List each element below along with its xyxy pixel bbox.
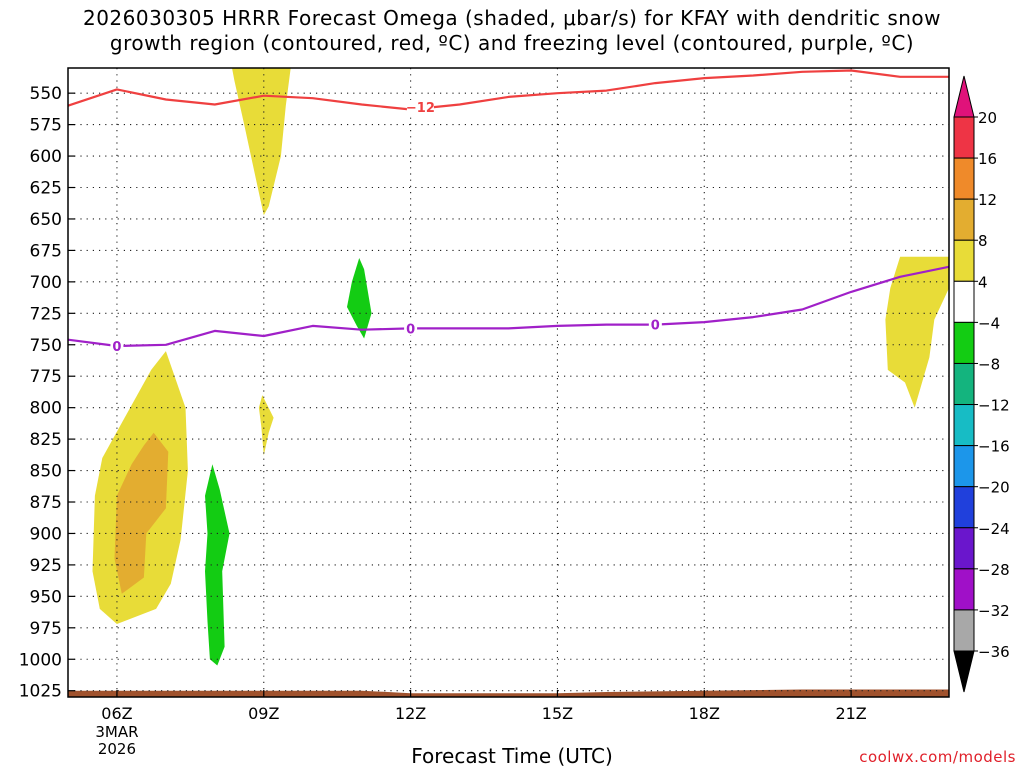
x-tick-label-21Z: 21Z	[835, 704, 866, 723]
contour-label-1-1: −12	[406, 101, 435, 116]
y-tick-label-950: 950	[30, 587, 62, 607]
x-tick-label-15Z: 15Z	[542, 704, 573, 723]
y-tick-label-925: 925	[30, 556, 62, 576]
colorbar-swatch-2	[954, 158, 974, 199]
time-height-chart: −12 0 0 0 550 575 600 625 650 675 700 725 750 775 800…	[0, 0, 1024, 768]
y-tick-label-600: 600	[30, 147, 62, 167]
y-tick-label-625: 625	[30, 179, 62, 199]
grid-layer	[68, 68, 949, 697]
colorbar-swatch-1	[954, 117, 974, 158]
colorbar-swatch-11	[954, 528, 974, 569]
y-axis: 550 575 600 625 650 675 700 725 750 775 800 825 850 8…	[19, 84, 75, 702]
colorbar-swatch-9	[954, 446, 974, 487]
contour-label-2-1: 0	[112, 340, 121, 355]
omega-region-6	[347, 258, 372, 339]
y-tick-label-1025: 1025	[19, 682, 62, 702]
y-tick-label-825: 825	[30, 430, 62, 450]
colorbar-label-3: 12	[978, 191, 997, 209]
omega-region-1	[232, 68, 291, 215]
colorbar-swatch-12	[954, 569, 974, 610]
colorbar-label-9: −16	[978, 438, 1010, 456]
contour-line-2	[68, 267, 949, 346]
colorbar-label-2: 16	[978, 150, 997, 168]
contour-label-2-3: 0	[651, 319, 660, 334]
contour-line-1	[68, 71, 949, 110]
colorbar-label-7: −8	[978, 355, 1000, 373]
x-tick-label-06Z: 06Z	[101, 704, 132, 723]
y-tick-label-650: 650	[30, 210, 62, 230]
colorbar-swatch-13	[954, 610, 974, 651]
x-tick-label-12Z: 12Z	[395, 704, 426, 723]
colorbar-bottom-arrow	[954, 651, 974, 692]
contour-label-2-2: 0	[406, 322, 415, 337]
colorbar-label-4: 8	[978, 232, 988, 250]
colorbar-label-11: −24	[978, 520, 1010, 538]
y-tick-label-725: 725	[30, 304, 62, 324]
y-tick-label-800: 800	[30, 399, 62, 419]
omega-region-4	[259, 395, 274, 455]
colorbar-swatch-10	[954, 487, 974, 528]
y-tick-label-550: 550	[30, 84, 62, 104]
colorbar-label-6: −4	[978, 314, 1000, 332]
colorbar: 20 16 12 8 4 −4 −8 −12 −16 −20 −24 −28 −32 −36	[954, 76, 1010, 692]
x-tick-label-09Z: 09Z	[248, 704, 279, 723]
y-tick-label-900: 900	[30, 524, 62, 544]
y-tick-label-675: 675	[30, 241, 62, 261]
y-tick-label-1000: 1000	[19, 650, 62, 670]
y-tick-label-850: 850	[30, 462, 62, 482]
colorbar-label-14: −36	[978, 643, 1010, 661]
omega-shading-layer	[93, 68, 950, 666]
colorbar-swatch-5	[954, 281, 974, 322]
colorbar-label-5: 4	[978, 273, 988, 291]
colorbar-label-10: −20	[978, 479, 1010, 497]
y-tick-label-575: 575	[30, 116, 62, 136]
contour-layer: −12 0 0 0	[68, 71, 949, 356]
colorbar-swatch-6	[954, 322, 974, 363]
y-tick-label-975: 975	[30, 619, 62, 639]
x-tick-sublabel-1: 3MAR	[95, 723, 138, 741]
plot-frame	[68, 68, 949, 697]
y-tick-label-700: 700	[30, 273, 62, 293]
colorbar-top-arrow	[954, 76, 974, 117]
y-tick-label-875: 875	[30, 493, 62, 513]
colorbar-swatch-3	[954, 199, 974, 240]
colorbar-label-12: −28	[978, 561, 1010, 579]
colorbar-label-1: 20	[978, 109, 997, 127]
y-tick-label-775: 775	[30, 367, 62, 387]
site-credit: coolwx.com/models	[859, 748, 1016, 766]
colorbar-swatch-8	[954, 405, 974, 446]
colorbar-swatch-7	[954, 363, 974, 404]
colorbar-label-8: −12	[978, 397, 1010, 415]
colorbar-label-13: −32	[978, 602, 1010, 620]
colorbar-swatch-4	[954, 240, 974, 281]
y-tick-label-750: 750	[30, 336, 62, 356]
x-tick-label-18Z: 18Z	[689, 704, 720, 723]
